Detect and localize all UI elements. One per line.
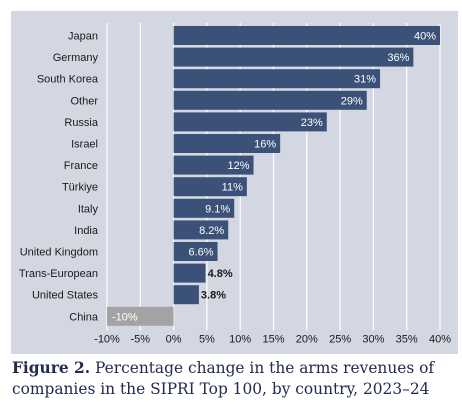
bar [173, 69, 381, 89]
category-label: France [64, 160, 98, 172]
value-label: 4.8% [208, 268, 233, 280]
bar [173, 90, 367, 110]
bar [173, 198, 235, 218]
x-tick-label: 5% [199, 333, 215, 345]
value-label: 40% [414, 31, 436, 43]
category-label: India [74, 225, 99, 237]
value-label: 31% [354, 74, 376, 86]
x-tick-label: 0% [166, 333, 182, 345]
category-label: Other [70, 95, 98, 107]
x-tick-label: -5% [131, 333, 151, 345]
category-label: United Kingdom [20, 247, 98, 259]
value-label: 12% [227, 160, 249, 172]
bar [173, 112, 327, 132]
value-label: 6.6% [188, 247, 213, 259]
value-label: 3.8% [201, 290, 226, 302]
category-label: Russia [64, 117, 99, 129]
chart-panel: Japan 40% Germany 36% South Korea 31% Other 29%… [11, 11, 458, 354]
value-label: 23% [301, 117, 323, 129]
category-label: Israel [71, 139, 98, 151]
bar [173, 134, 281, 153]
x-tick-label: 35% [396, 333, 418, 345]
category-label: Türkiye [62, 182, 98, 194]
value-label: -10% [112, 311, 138, 323]
bar [107, 306, 174, 326]
bar [173, 47, 414, 67]
category-label: Trans-European [19, 268, 98, 280]
bar [173, 220, 229, 240]
category-label: Germany [53, 52, 99, 64]
x-tick-label: -10% [94, 333, 120, 345]
x-tick-label: 30% [362, 333, 384, 345]
value-label: 8.2% [199, 225, 224, 237]
value-label: 16% [254, 139, 276, 151]
caption-label: Figure 2. [12, 359, 91, 377]
value-label: 11% [222, 182, 243, 194]
bar-chart: Japan 40% Germany 36% South Korea 31% Other 29%… [19, 23, 451, 345]
bar [173, 242, 218, 261]
x-tick-label: 15% [262, 333, 284, 345]
bar [173, 26, 440, 45]
category-label: China [69, 311, 99, 323]
value-label: 36% [387, 52, 409, 64]
bar [173, 285, 199, 305]
caption-text: Percentage change in the arms revenues o… [12, 359, 435, 398]
bar [173, 263, 206, 283]
category-label: South Korea [37, 74, 99, 86]
value-label: 29% [341, 95, 363, 107]
x-tick-label: 10% [229, 333, 251, 345]
value-label: 9.1% [205, 203, 230, 215]
bar [173, 155, 254, 175]
x-tick-label: 40% [429, 333, 451, 345]
category-label: United States [32, 290, 99, 302]
category-label: Italy [78, 203, 99, 215]
category-label: Japan [68, 31, 98, 43]
bar [173, 177, 247, 197]
x-tick-label: 25% [329, 333, 351, 345]
x-tick-label: 20% [296, 333, 318, 345]
figure-caption: Figure 2. Percentage change in the arms … [12, 358, 458, 400]
